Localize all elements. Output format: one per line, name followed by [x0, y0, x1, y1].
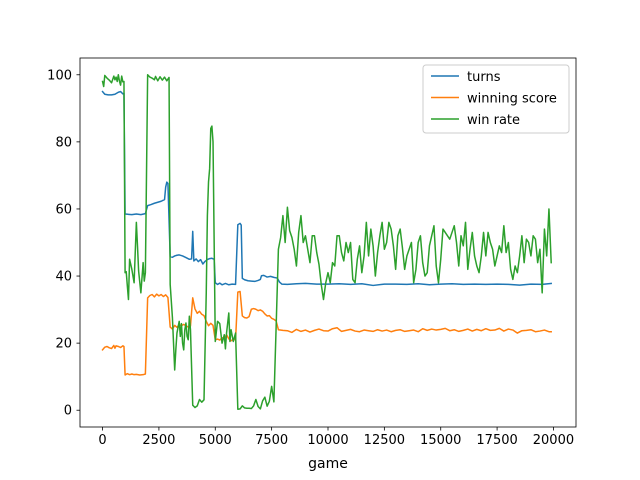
x-tick-label: 0 — [98, 433, 106, 448]
x-tick-label: 17500 — [476, 433, 517, 448]
x-tick-label: 2500 — [142, 433, 175, 448]
legend-label: turns — [467, 70, 501, 85]
x-tick-label: 12500 — [364, 433, 405, 448]
legend: turns winning score win rate — [422, 64, 570, 134]
y-tick-label: 80 — [55, 135, 72, 150]
x-tick-label: 5000 — [199, 433, 232, 448]
series-line-winning-score — [101, 290, 552, 376]
legend-label: win rate — [467, 113, 520, 128]
series-line-turns — [101, 90, 553, 287]
series-line-win-rate — [101, 74, 552, 410]
y-tick-label: 20 — [55, 337, 72, 352]
y-tick-label: 0 — [64, 404, 72, 419]
y-tick-label: 100 — [47, 68, 72, 83]
x-tick-label: 15000 — [420, 433, 461, 448]
x-tick-label: 7500 — [255, 433, 288, 448]
y-tick-label: 60 — [55, 202, 72, 217]
x-tick-label: 20000 — [533, 433, 574, 448]
legend-box — [422, 64, 570, 134]
x-tick-label: 10000 — [307, 433, 348, 448]
axes: 0 2500 5000 7500 10000 12500 15000 17500 20000 0 2… — [47, 57, 577, 448]
y-tick-label: 40 — [55, 270, 72, 285]
legend-label: winning score — [467, 92, 557, 107]
x-axis-label: game — [308, 456, 348, 472]
plot-area — [101, 74, 553, 410]
